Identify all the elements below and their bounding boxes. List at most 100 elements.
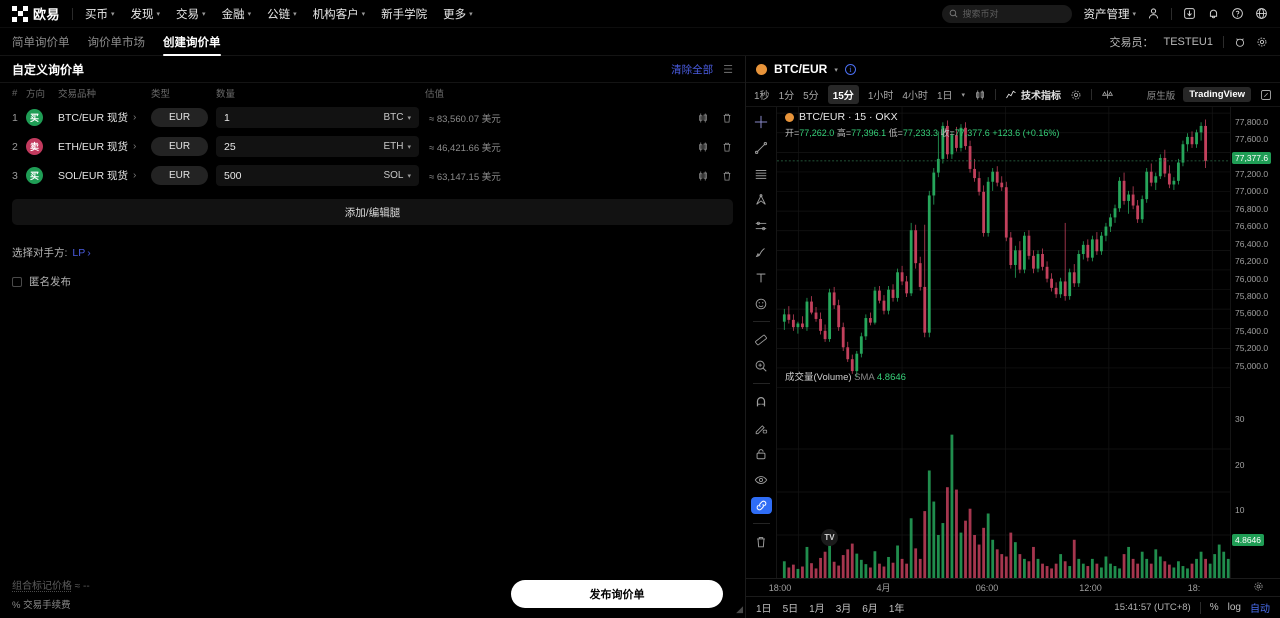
quantity-input[interactable]: 25 ETH ▾ [216, 136, 419, 157]
chart-type-icon[interactable] [974, 89, 986, 101]
draw-mode-icon[interactable] [751, 419, 772, 436]
nav-item-more[interactable]: 更多 ▾ [443, 6, 473, 22]
timeframe-1d[interactable]: 1日 [936, 91, 953, 102]
unit-selector[interactable]: BTC ▾ [383, 112, 411, 123]
help-icon[interactable] [1231, 7, 1244, 20]
fullscreen-icon[interactable] [1260, 89, 1272, 101]
version-tradingview[interactable]: TradingView [1183, 87, 1251, 102]
candlestick-icon[interactable] [697, 141, 709, 153]
zoom-icon[interactable] [751, 357, 772, 374]
timeframe-15m[interactable]: 15分 [827, 85, 859, 104]
gear-icon[interactable] [1256, 36, 1268, 48]
btc-coin-icon [756, 63, 767, 75]
panel-menu-icon[interactable]: ☰ [723, 63, 733, 76]
resize-handle[interactable]: ◢ [736, 604, 743, 614]
range-6mo[interactable]: 6月 [862, 604, 878, 615]
user-icon[interactable] [1147, 7, 1160, 20]
brush-icon[interactable] [751, 243, 772, 260]
time-axis[interactable]: 18:00 4月 06:00 12:00 18: [746, 578, 1280, 596]
side-badge-buy[interactable]: 买 [26, 109, 43, 126]
brand-logo[interactable]: 欧易 [12, 4, 60, 23]
symbol-selector[interactable]: BTC/EUR 现货 › [58, 110, 151, 125]
compare-icon[interactable] [1101, 88, 1114, 101]
nav-item-chain[interactable]: 公链 ▾ [267, 6, 297, 22]
chevron-down-icon[interactable]: ▾ [961, 92, 966, 99]
chevron-down-icon: ▾ [469, 11, 473, 18]
price-axis[interactable]: 77,800.077,600.077,400.077,200.077,000.0… [1230, 107, 1280, 578]
timeframe-1h[interactable]: 1小时 [867, 91, 894, 102]
download-icon[interactable] [1183, 7, 1196, 20]
tab-create-rfq[interactable]: 创建询价单 [163, 28, 221, 56]
nav-item-institutional[interactable]: 机构客户 ▾ [313, 6, 366, 22]
type-selector[interactable]: EUR [151, 108, 208, 127]
timeframe-4h[interactable]: 4小时 [902, 91, 928, 102]
lock-icon[interactable] [751, 445, 772, 462]
trend-line-icon[interactable] [751, 139, 772, 156]
side-badge-sell[interactable]: 卖 [26, 138, 43, 155]
type-selector[interactable]: EUR [151, 166, 208, 185]
candlestick-icon[interactable] [697, 170, 709, 182]
col-symbol: 交易品种 [58, 89, 97, 100]
info-icon[interactable]: i [844, 63, 856, 75]
log-scale-toggle[interactable]: log [1227, 602, 1241, 613]
range-5d[interactable]: 5日 [782, 604, 799, 615]
anonymous-checkbox[interactable] [12, 276, 22, 287]
counterparty-selector[interactable]: LP › [72, 247, 90, 259]
tab-simple-rfq[interactable]: 简单询价单 [12, 28, 70, 56]
unit-selector[interactable]: SOL ▾ [383, 170, 411, 181]
version-native[interactable]: 原生版 [1146, 90, 1176, 102]
globe-icon[interactable] [1255, 7, 1268, 20]
emoji-icon[interactable] [751, 295, 772, 312]
chevron-down-icon[interactable]: ▾ [834, 66, 838, 74]
candlestick-plot[interactable]: BTC/EUR · 15 · OKX 开=77,262.0 高=77,396.1… [777, 107, 1230, 578]
tab-rfq-market[interactable]: 询价单市场 [88, 28, 146, 56]
percent-scale-toggle[interactable]: % [1209, 602, 1219, 613]
timeframe-1s[interactable]: 1秒 [754, 91, 770, 102]
range-1mo[interactable]: 1月 [809, 604, 825, 615]
tool-divider [752, 523, 770, 524]
search-input[interactable]: 搜索币对 [942, 4, 1073, 23]
side-badge-buy[interactable]: 买 [26, 167, 43, 184]
pattern-icon[interactable] [751, 217, 772, 234]
quantity-input[interactable]: 1 BTC ▾ [216, 107, 419, 128]
range-1y[interactable]: 1年 [888, 604, 905, 615]
magnet-icon[interactable] [751, 393, 772, 410]
pitchfork-icon[interactable] [751, 191, 772, 208]
delete-icon[interactable] [721, 141, 733, 153]
range-1d[interactable]: 1日 [756, 604, 772, 615]
publish-rfq-button[interactable]: 发布询价单 [511, 580, 723, 608]
nav-item-finance[interactable]: 金融 ▾ [222, 6, 252, 22]
time-tick: 4月 [876, 583, 891, 593]
nav-item-trade[interactable]: 交易 ▾ [176, 6, 206, 22]
nav-item-buy-crypto[interactable]: 买币 ▾ [85, 6, 115, 22]
quantity-input[interactable]: 500 SOL ▾ [216, 165, 419, 186]
link-icon[interactable] [750, 497, 772, 514]
horizontal-lines-icon[interactable] [751, 165, 772, 182]
symbol-selector[interactable]: ETH/EUR 现货 › [58, 139, 151, 154]
timeframe-5m[interactable]: 5分 [803, 91, 819, 102]
nav-item-discover[interactable]: 发现 ▾ [131, 6, 161, 22]
timeframe-1m[interactable]: 1分 [778, 91, 795, 102]
auto-scale-toggle[interactable]: 自动 [1250, 604, 1270, 615]
delete-icon[interactable] [721, 170, 733, 182]
candlestick-icon[interactable] [697, 112, 709, 124]
crosshair-icon[interactable] [751, 113, 772, 130]
ruler-icon[interactable] [751, 331, 772, 348]
axis-settings-icon[interactable] [1253, 581, 1264, 594]
unit-selector[interactable]: ETH ▾ [383, 141, 411, 152]
gear-icon[interactable] [1070, 89, 1082, 101]
text-icon[interactable] [751, 269, 772, 286]
symbol-selector[interactable]: SOL/EUR 现货 › [58, 168, 151, 183]
trash-icon[interactable] [751, 533, 772, 550]
type-selector[interactable]: EUR [151, 137, 208, 156]
clear-all-button[interactable]: 清除全部 [671, 63, 714, 76]
delete-icon[interactable] [721, 112, 733, 124]
indicators-button[interactable]: 技术指标 [1005, 87, 1061, 102]
eye-icon[interactable] [751, 471, 772, 488]
asset-management-menu[interactable]: 资产管理 ▾ [1083, 6, 1136, 22]
alarm-icon[interactable] [1234, 36, 1246, 48]
nav-item-academy[interactable]: 新手学院 [381, 6, 427, 22]
bell-icon[interactable] [1207, 7, 1220, 20]
range-3mo[interactable]: 3月 [835, 604, 852, 615]
add-edit-leg-button[interactable]: 添加/编辑腿 [12, 199, 733, 225]
